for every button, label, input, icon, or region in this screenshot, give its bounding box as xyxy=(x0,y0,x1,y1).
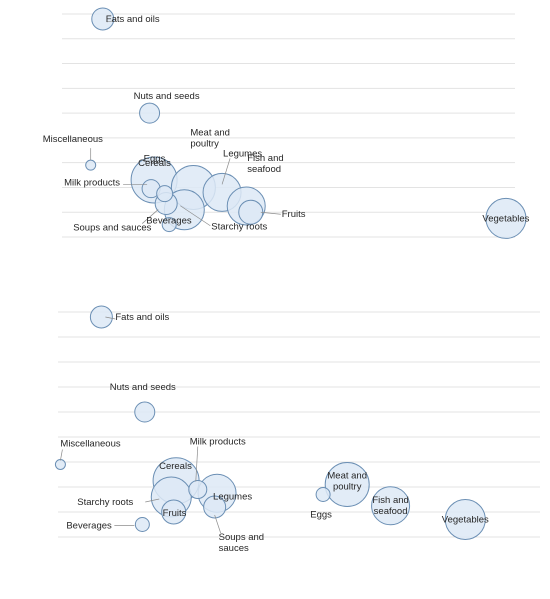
data-label-fruits: Fruits xyxy=(282,209,306,220)
data-label-fats-and-oils: Fats and oils xyxy=(115,312,169,323)
data-label-cereals: Cereals xyxy=(159,461,192,472)
leader-line-soups-and-sauces xyxy=(141,209,159,224)
data-label-milk-products: Milk products xyxy=(190,437,246,448)
chart-panel-1: Fats and oils Nuts and seeds Miscellaneous… xyxy=(43,7,530,239)
bubble-beverages xyxy=(161,217,177,233)
bubble-fats-and-oils xyxy=(89,305,113,329)
leader-line-fruits xyxy=(260,211,281,215)
data-label-line: Fish and xyxy=(247,153,283,164)
leader-line-fats-and-oils xyxy=(105,316,116,320)
data-label-miscellaneous: Miscellaneous xyxy=(60,439,120,450)
leader-line-legumes xyxy=(221,158,231,185)
data-label-meat-and-poultry: Meat and poultry xyxy=(190,127,230,149)
bubble-nuts-and-seeds xyxy=(134,401,156,423)
leader-line-fats-and-oils xyxy=(106,20,113,23)
bubble-vegetables xyxy=(485,197,527,239)
leader-line-starchy-roots xyxy=(145,498,160,503)
data-label-line: Fish and xyxy=(372,495,408,506)
bubble-soups-and-sauces xyxy=(203,495,227,519)
data-label-cereals: Cereals xyxy=(138,158,171,169)
data-label-line: Soups and xyxy=(219,532,264,543)
data-label-fruits: Fruits xyxy=(163,508,187,519)
data-label-eggs: Eggs xyxy=(144,154,166,165)
data-label-line: poultry xyxy=(333,482,362,493)
data-label-starchy-roots: Starchy roots xyxy=(211,222,267,233)
data-label-starchy-roots: Starchy roots xyxy=(77,497,133,508)
data-label-line: seafood xyxy=(374,506,408,517)
bubble-milk-products xyxy=(188,480,208,499)
bubble-fruits xyxy=(161,499,187,525)
data-label-line: poultry xyxy=(190,138,219,149)
data-label-nuts-and-seeds: Nuts and seeds xyxy=(110,382,176,393)
bubble-nuts-and-seeds xyxy=(139,102,161,124)
bubble-miscellaneous xyxy=(54,459,66,470)
leader-line-soups-and-sauces xyxy=(214,514,221,534)
data-label-legumes: Legumes xyxy=(213,491,252,502)
data-label-milk-products: Milk products xyxy=(64,178,120,189)
bubble-fish-and-seafood xyxy=(371,486,411,526)
bubble-fats-and-oils xyxy=(91,7,115,31)
data-label-beverages: Beverages xyxy=(66,521,112,532)
data-label-nuts-and-seeds: Nuts and seeds xyxy=(134,91,200,102)
bubble-eggs xyxy=(315,487,331,502)
bubble-beverages xyxy=(134,517,150,532)
data-label-soups-and-sauces: Soups and sauces xyxy=(73,223,151,234)
data-label-line: sauces xyxy=(219,543,249,554)
data-label-eggs: Eggs xyxy=(310,510,332,521)
leader-line-starchy-roots xyxy=(180,205,211,227)
chart-panel-2: Fats and oils Nuts and seeds Miscellaneous… xyxy=(54,305,540,554)
data-label-vegetables: Vegetables xyxy=(482,213,529,224)
data-label-vegetables: Vegetables xyxy=(442,515,489,526)
data-label-line: seafood xyxy=(247,164,281,175)
bubble-vegetables xyxy=(444,499,486,540)
leader-line-milk-products xyxy=(195,446,199,482)
data-label-line: Meat and xyxy=(190,127,230,138)
data-label-line: Meat and xyxy=(327,471,367,482)
data-label-legumes: Legumes xyxy=(223,148,262,159)
data-label-fish-and-seafood: Fish and seafood xyxy=(247,153,283,175)
bubble-fruits xyxy=(238,199,264,225)
leader-line-miscellaneous xyxy=(60,449,63,461)
data-label-miscellaneous: Miscellaneous xyxy=(43,134,103,145)
data-label-beverages: Beverages xyxy=(146,216,192,227)
bubble-eggs xyxy=(156,185,174,203)
data-label-fish-and-seafood: Fish and seafood xyxy=(372,495,408,517)
bubble-meat-and-poultry xyxy=(324,462,370,507)
data-label-soups-and-sauces: Soups and sauces xyxy=(219,532,264,554)
data-label-meat-and-poultry: Meat and poultry xyxy=(327,471,367,493)
bubble-miscellaneous xyxy=(85,159,97,171)
data-label-fats-and-oils: Fats and oils xyxy=(106,14,160,25)
